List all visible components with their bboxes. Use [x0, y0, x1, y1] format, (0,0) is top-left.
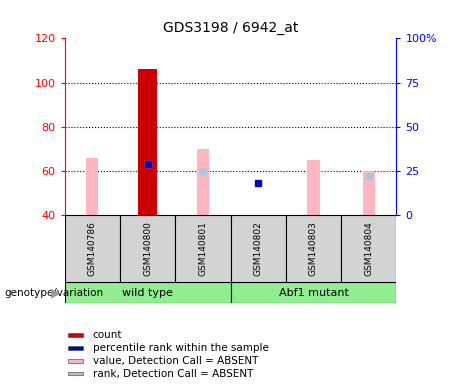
Bar	[197, 149, 209, 215]
Bar	[138, 70, 157, 215]
Text: Abf1 mutant: Abf1 mutant	[278, 288, 349, 298]
Bar	[68, 333, 83, 337]
Bar	[286, 215, 341, 282]
Bar	[68, 359, 83, 362]
Text: GSM140786: GSM140786	[88, 221, 97, 276]
Bar	[230, 282, 396, 303]
Bar	[65, 215, 120, 282]
Text: wild type: wild type	[122, 288, 173, 298]
Text: GSM140803: GSM140803	[309, 221, 318, 276]
Bar	[68, 346, 83, 349]
Bar	[175, 215, 230, 282]
Bar	[65, 282, 230, 303]
Bar	[363, 171, 375, 215]
Text: GSM140801: GSM140801	[198, 221, 207, 276]
Bar	[86, 158, 98, 215]
Text: GSM140802: GSM140802	[254, 221, 263, 276]
Text: ▶: ▶	[52, 286, 61, 299]
Text: GSM140800: GSM140800	[143, 221, 152, 276]
Title: GDS3198 / 6942_at: GDS3198 / 6942_at	[163, 21, 298, 35]
Bar	[341, 215, 396, 282]
Bar	[68, 372, 83, 376]
Text: genotype/variation: genotype/variation	[5, 288, 104, 298]
Text: GSM140804: GSM140804	[364, 221, 373, 276]
Bar	[120, 215, 175, 282]
Bar	[230, 215, 286, 282]
Text: value, Detection Call = ABSENT: value, Detection Call = ABSENT	[93, 356, 258, 366]
Bar	[307, 160, 319, 215]
Text: percentile rank within the sample: percentile rank within the sample	[93, 343, 269, 353]
Text: count: count	[93, 330, 122, 340]
Text: rank, Detection Call = ABSENT: rank, Detection Call = ABSENT	[93, 369, 253, 379]
